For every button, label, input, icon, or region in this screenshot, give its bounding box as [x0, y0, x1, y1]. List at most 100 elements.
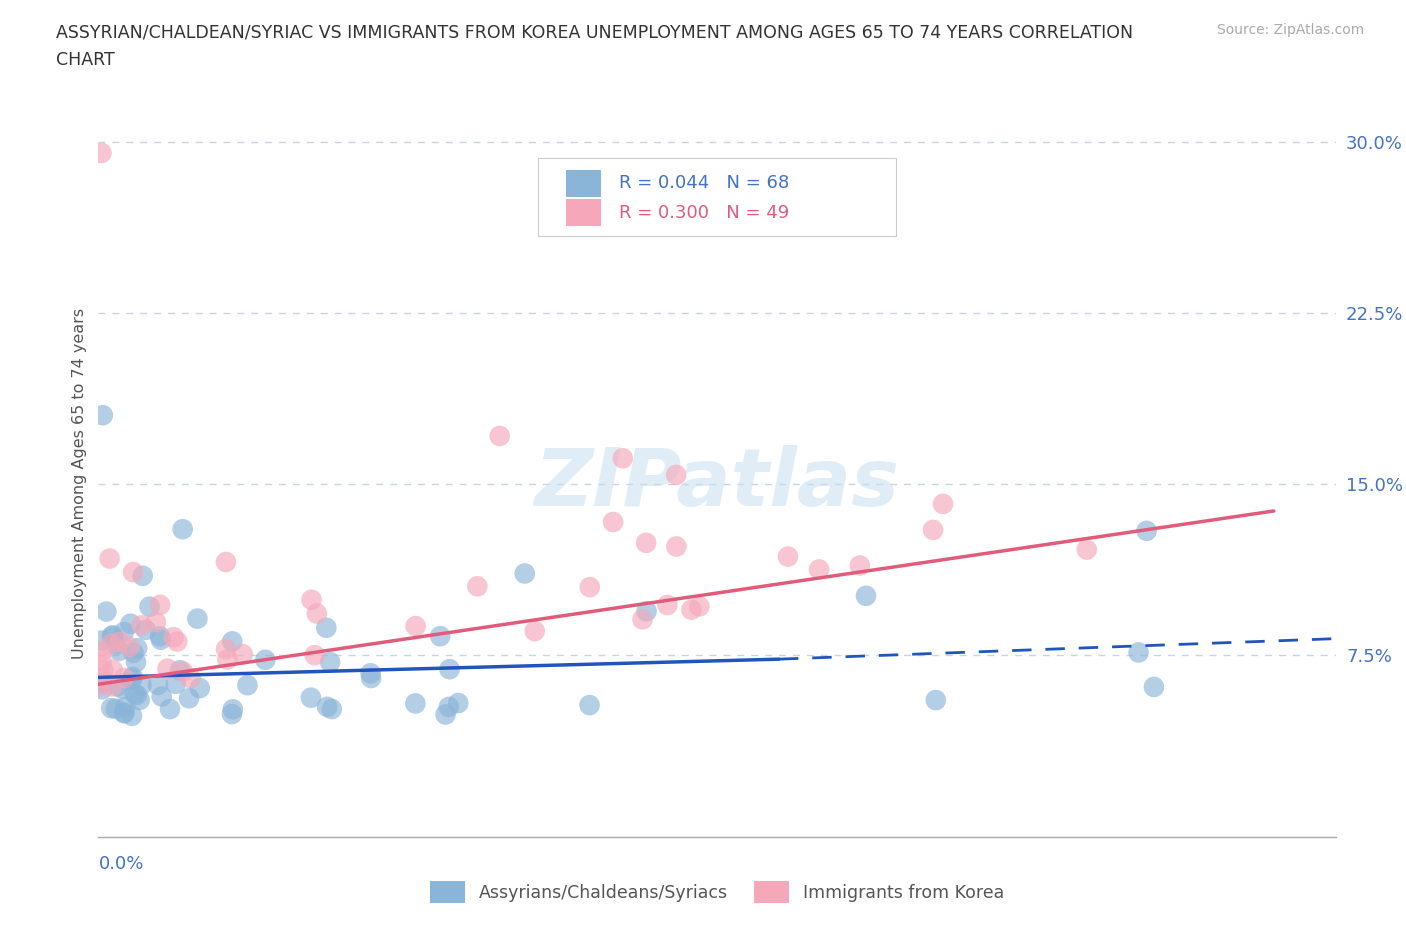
Point	[128, 693, 150, 708]
Point	[118, 640, 141, 655]
Y-axis label: Unemployment Among Ages 65 to 74 years: Unemployment Among Ages 65 to 74 years	[72, 308, 87, 659]
Point	[121, 709, 143, 724]
Point	[188, 681, 211, 696]
Point	[776, 549, 799, 564]
Point	[513, 566, 536, 581]
Point	[156, 661, 179, 676]
Point	[447, 696, 470, 711]
Point	[688, 599, 710, 614]
Point	[172, 522, 194, 537]
Point	[112, 706, 135, 721]
Point	[849, 558, 872, 573]
Point	[215, 642, 238, 657]
Point	[91, 682, 114, 697]
Point	[221, 634, 243, 649]
Point	[112, 625, 135, 640]
Point	[101, 628, 124, 643]
Point	[98, 551, 121, 566]
Point	[437, 699, 460, 714]
Point	[149, 597, 172, 612]
Point	[149, 629, 172, 644]
Point	[91, 407, 114, 422]
Point	[467, 578, 489, 593]
Point	[165, 676, 187, 691]
Point	[636, 536, 658, 551]
Point	[681, 603, 703, 618]
Point	[150, 689, 173, 704]
Point	[1128, 645, 1150, 660]
Point	[299, 690, 322, 705]
Point	[602, 514, 624, 529]
Point	[221, 707, 243, 722]
Point	[360, 666, 382, 681]
Legend: Assyrians/Chaldeans/Syriacs, Immigrants from Korea: Assyrians/Chaldeans/Syriacs, Immigrants …	[423, 874, 1011, 910]
Point	[808, 562, 831, 577]
Point	[90, 678, 112, 693]
Point	[112, 671, 135, 685]
Point	[149, 632, 172, 647]
Point	[217, 652, 239, 667]
Point	[96, 604, 118, 619]
Point	[104, 701, 127, 716]
Point	[101, 679, 124, 694]
Point	[404, 696, 426, 711]
Point	[523, 624, 546, 639]
Point	[100, 636, 122, 651]
Point	[125, 655, 148, 670]
Point	[922, 523, 945, 538]
Point	[304, 647, 326, 662]
Point	[135, 622, 157, 637]
Point	[108, 644, 131, 658]
Point	[112, 705, 135, 720]
Point	[186, 611, 208, 626]
Point	[932, 497, 955, 512]
Point	[665, 468, 688, 483]
Text: R = 0.044   N = 68: R = 0.044 N = 68	[619, 174, 790, 193]
Point	[131, 678, 153, 693]
Point	[236, 678, 259, 693]
Point	[108, 634, 131, 649]
Point	[429, 629, 451, 644]
Point	[90, 146, 112, 161]
Point	[114, 699, 136, 714]
Point	[100, 700, 122, 715]
Point	[1076, 542, 1098, 557]
Point	[90, 633, 112, 648]
Point	[131, 568, 153, 583]
Bar	[567, 170, 600, 196]
Point	[1136, 524, 1159, 538]
Point	[159, 701, 181, 716]
Point	[657, 598, 679, 613]
Point	[162, 630, 184, 644]
Point	[146, 678, 169, 693]
Point	[215, 554, 238, 569]
Point	[925, 693, 948, 708]
FancyBboxPatch shape	[537, 158, 897, 236]
Point	[578, 698, 600, 712]
Text: CHART: CHART	[56, 51, 115, 69]
Point	[439, 662, 461, 677]
Point	[124, 686, 146, 701]
Point	[180, 671, 202, 685]
Point	[631, 612, 654, 627]
Point	[665, 539, 688, 554]
Point	[222, 702, 245, 717]
Point	[172, 664, 194, 679]
Point	[122, 645, 145, 660]
Text: ASSYRIAN/CHALDEAN/SYRIAC VS IMMIGRANTS FROM KOREA UNEMPLOYMENT AMONG AGES 65 TO : ASSYRIAN/CHALDEAN/SYRIAC VS IMMIGRANTS F…	[56, 23, 1133, 41]
Point	[321, 701, 343, 716]
Point	[166, 634, 188, 649]
Point	[120, 617, 142, 631]
Point	[111, 682, 134, 697]
Point	[319, 655, 342, 670]
Bar	[567, 199, 600, 226]
Point	[169, 663, 191, 678]
Point	[131, 618, 153, 632]
Point	[305, 606, 328, 621]
Point	[91, 671, 114, 685]
Point	[405, 618, 427, 633]
Point	[301, 592, 323, 607]
Point	[316, 699, 339, 714]
Point	[578, 579, 600, 594]
Point	[254, 652, 277, 667]
